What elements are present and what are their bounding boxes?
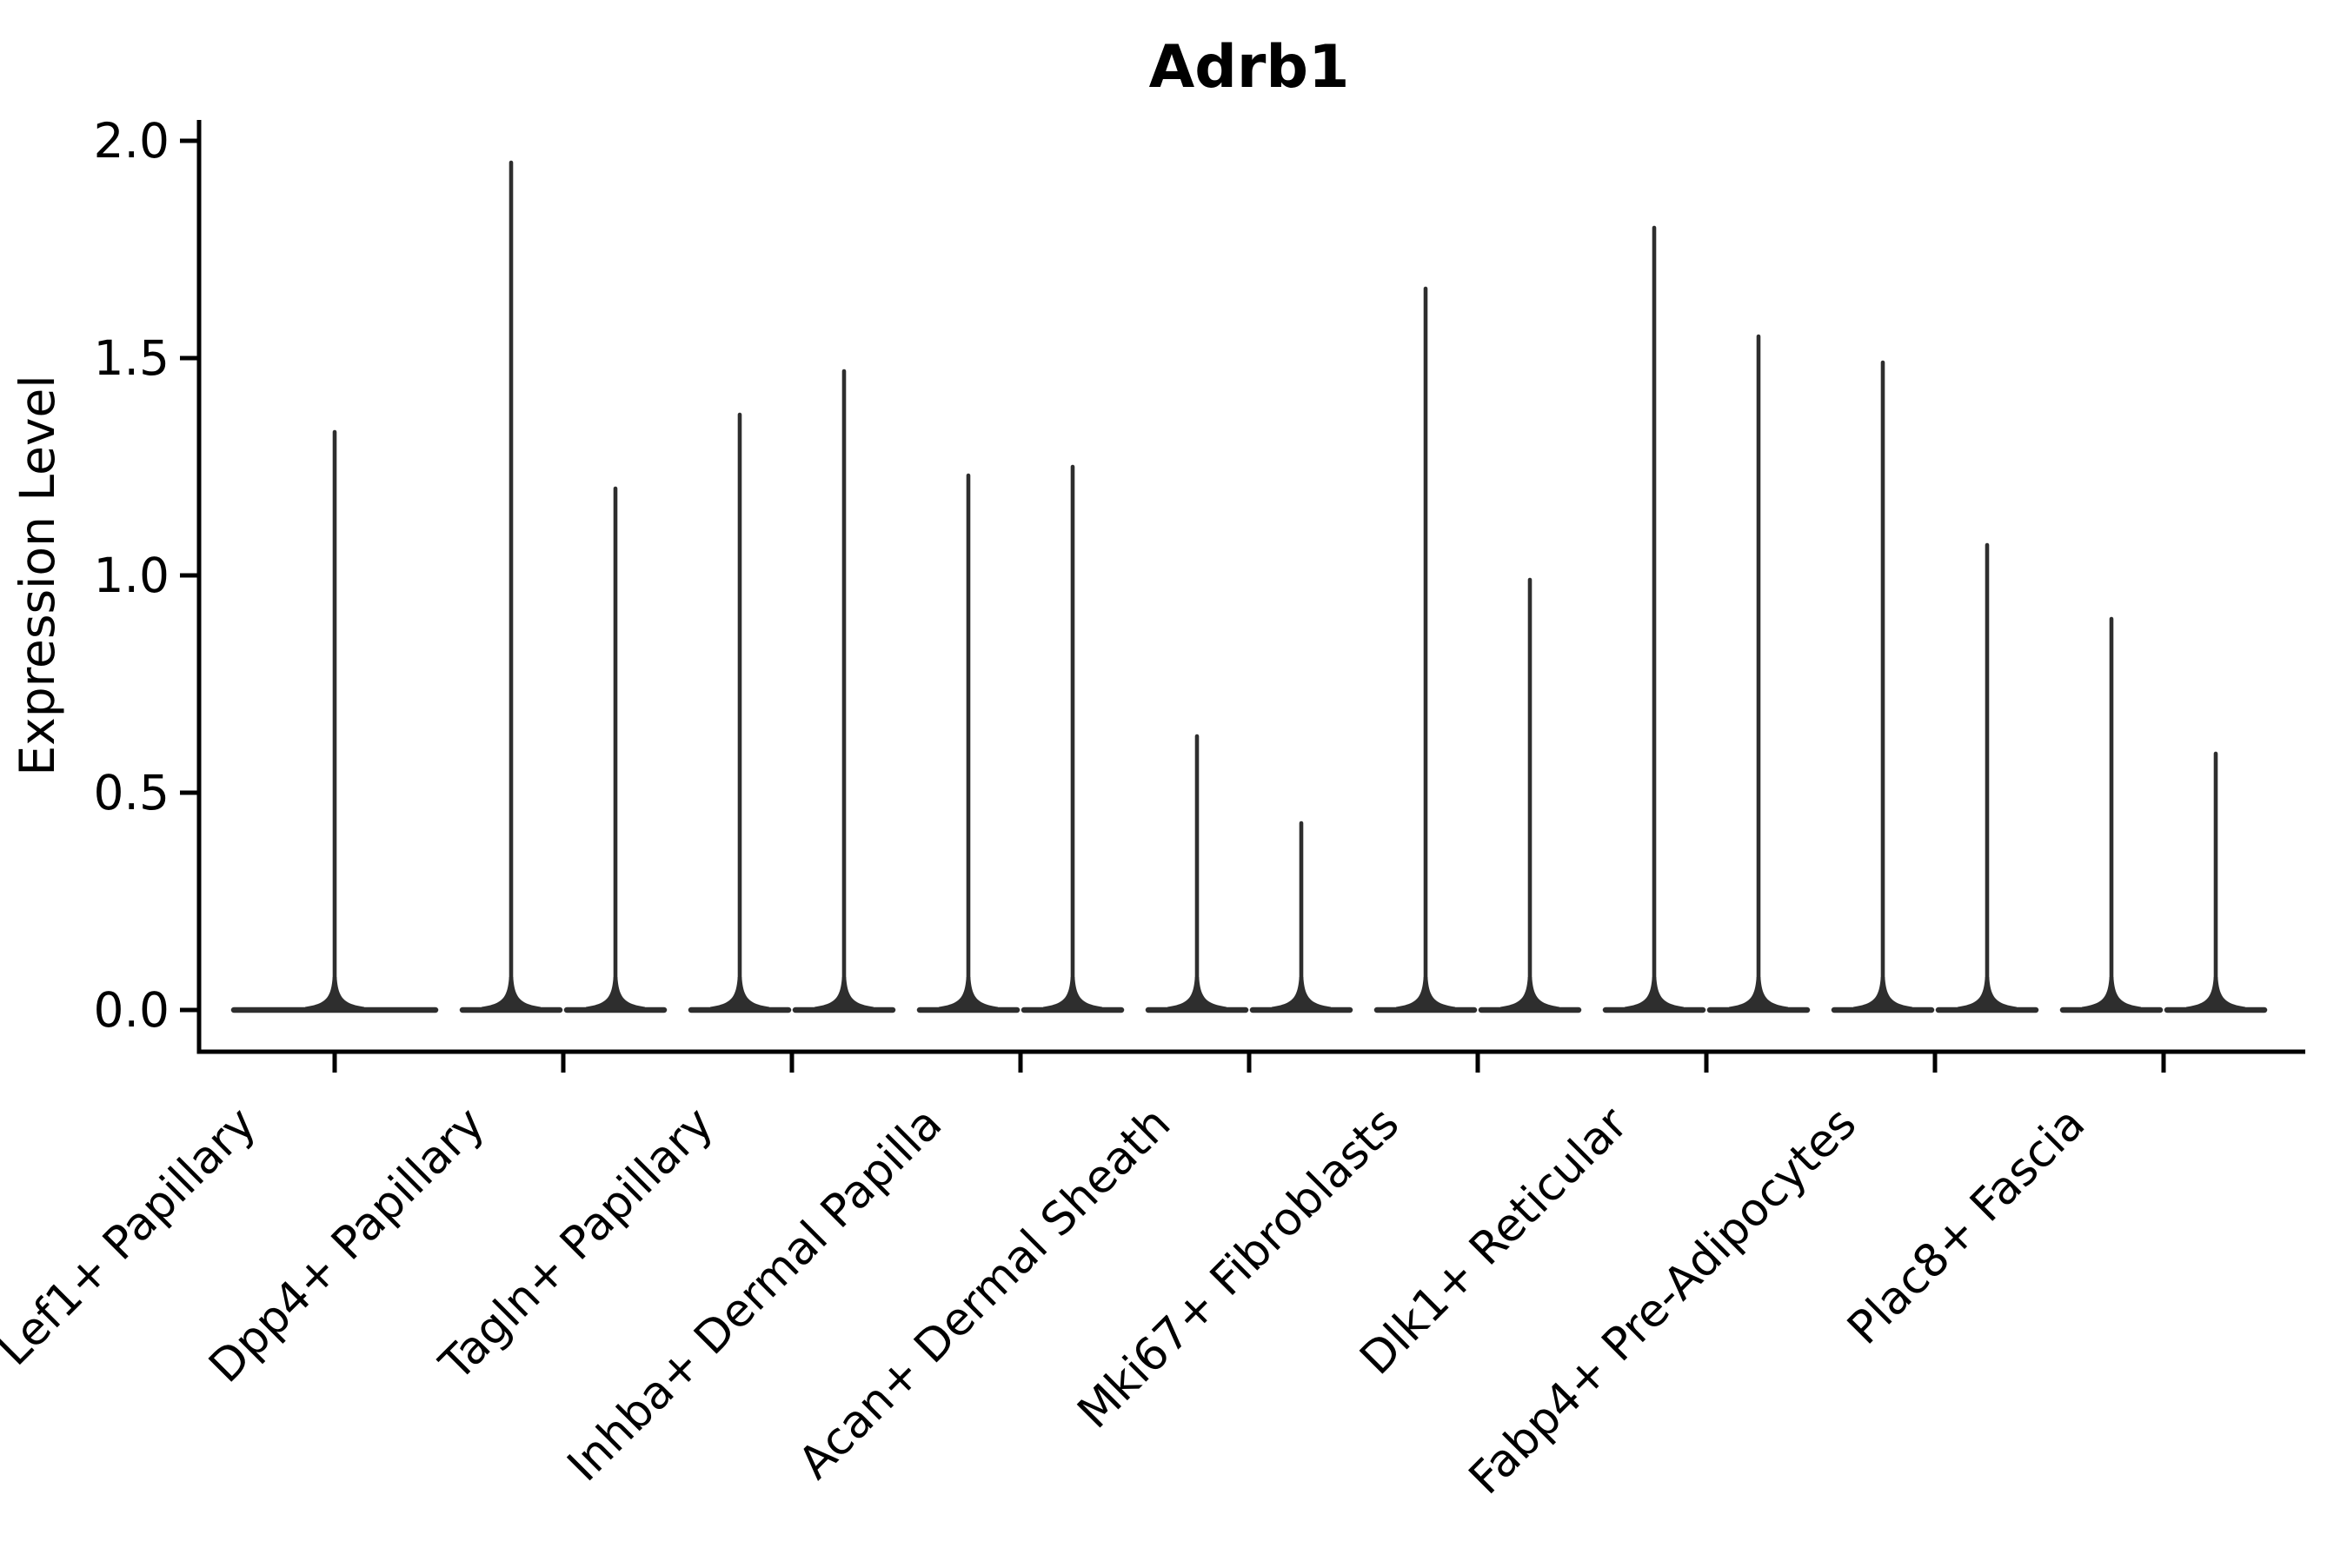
y-tick-label: 0.0 (94, 982, 170, 1038)
violin-group (459, 160, 668, 1013)
violin-group (916, 464, 1125, 1013)
y-axis-label: Expression Level (10, 375, 65, 775)
violin-layer (230, 160, 2268, 1013)
x-tick-label: Plac8+ Fascia (1838, 1098, 2095, 1355)
y-tick-label: 1.0 (94, 548, 170, 603)
x-tick-label: Acan+ Dermal Sheath (789, 1098, 1181, 1490)
violin-group (1831, 360, 2039, 1013)
chart-title: Adrb1 (1149, 33, 1350, 102)
x-tick-label: Inhba+ Dermal Papilla (558, 1098, 952, 1492)
violin-group (688, 369, 896, 1013)
x-tick-label: Fabp4+ Pre-Adipocytes (1459, 1098, 1866, 1505)
violin-group (2059, 616, 2268, 1013)
violin-group (1373, 286, 1582, 1013)
y-tick-label: 1.5 (94, 330, 170, 386)
y-tick-label: 2.0 (94, 113, 170, 169)
violin-group (1145, 734, 1353, 1013)
violin-group (230, 429, 439, 1013)
violin-group (1602, 225, 1811, 1013)
y-tick-label: 0.5 (94, 765, 170, 821)
